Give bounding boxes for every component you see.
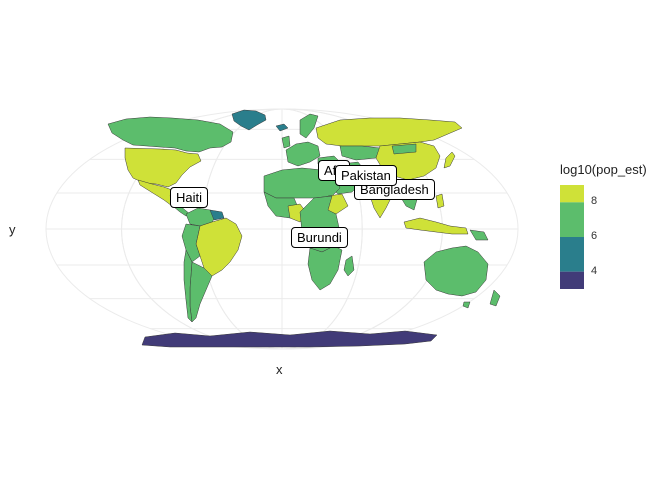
country-chile — [183, 249, 193, 323]
legend-title: log10(pop_est) — [560, 162, 647, 177]
legend-tick-label: 4 — [591, 264, 598, 277]
legend-color-step — [560, 271, 584, 289]
countries-layer — [107, 109, 501, 348]
country-usa — [124, 147, 202, 188]
country-africa-south — [307, 245, 343, 291]
country-peru-bolivia — [181, 223, 201, 263]
country-philippines — [435, 193, 445, 209]
label-burundi: Burundi — [291, 227, 348, 248]
country-scandinavia — [299, 113, 319, 139]
y-axis-title: y — [9, 222, 16, 237]
legend-color-step — [560, 185, 584, 203]
x-axis-title: x — [276, 362, 283, 377]
legend: log10(pop_est) 8 6 4 — [560, 162, 650, 289]
legend-color-step — [560, 202, 584, 237]
country-greenland — [231, 109, 267, 131]
country-png — [469, 229, 489, 241]
country-iceland — [275, 123, 289, 132]
country-tasmania — [462, 301, 471, 309]
legend-swatches — [560, 185, 584, 289]
country-uk — [281, 135, 291, 149]
country-new-zealand — [489, 289, 501, 307]
country-madagascar — [343, 255, 355, 277]
country-kazakhstan — [339, 145, 381, 161]
label-haiti: Haiti — [170, 187, 209, 208]
country-guyanas — [209, 209, 225, 221]
country-australia — [423, 245, 489, 297]
country-antarctica — [141, 330, 438, 348]
country-japan — [443, 151, 456, 169]
country-russia — [315, 117, 463, 147]
label-pakistan: Pakistan — [335, 165, 397, 186]
legend-colorbar: 8 6 4 — [560, 185, 650, 289]
country-europe-west — [285, 141, 321, 167]
legend-tick-label: 6 — [591, 230, 598, 242]
country-canada — [107, 116, 234, 153]
country-indonesia — [403, 217, 469, 235]
country-mongolia — [391, 143, 417, 155]
legend-color-step — [560, 237, 584, 272]
legend-tick-label: 8 — [591, 195, 598, 208]
